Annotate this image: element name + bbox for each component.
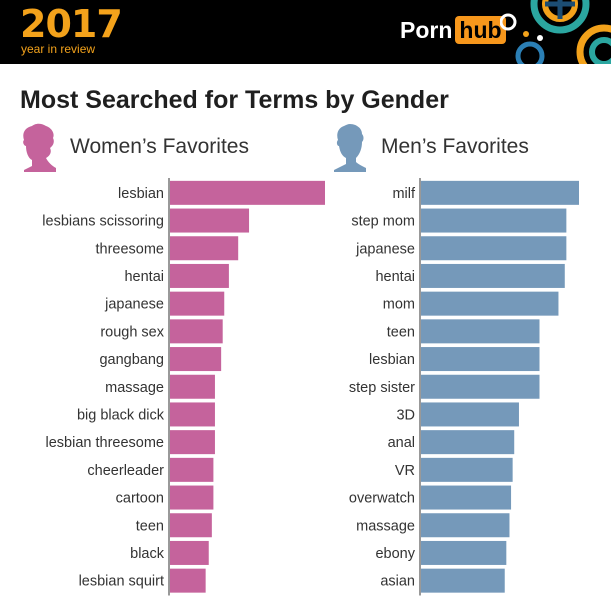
men-bar [421, 568, 505, 593]
year-in-review-label: year in review [21, 42, 96, 56]
women-bar [170, 180, 325, 205]
women-bar [170, 485, 214, 510]
men-bar [421, 513, 510, 538]
decorative-circles-icon [500, 0, 611, 64]
men-category-label: japanese [355, 241, 415, 257]
brand-logo-text: Porn [400, 16, 453, 43]
men-bar [421, 319, 540, 344]
year-label: 2017 [20, 2, 123, 46]
women-bar [170, 568, 206, 593]
men-bar [421, 402, 519, 427]
men-category-label: lesbian [369, 352, 415, 368]
men-bar [421, 208, 567, 233]
men-bar [421, 263, 565, 288]
brand-logo: Porn hub [400, 16, 506, 44]
women-panel-title: Women’s Favorites [70, 135, 249, 158]
men-bar [421, 374, 540, 399]
women-category-label: big black dick [77, 407, 165, 423]
women-category-label: rough sex [100, 324, 164, 340]
women-bar [170, 263, 229, 288]
men-bar [421, 485, 512, 510]
brand-logo-badge: hub [455, 16, 506, 44]
women-bar [170, 513, 212, 538]
women-category-label: lesbian threesome [46, 435, 165, 451]
women-bar [170, 236, 239, 261]
men-category-label: hentai [375, 269, 415, 285]
women-bar [170, 319, 223, 344]
men-bar [421, 236, 567, 261]
page-title: Most Searched for Terms by Gender [20, 86, 449, 114]
men-category-label: step sister [349, 380, 415, 396]
men-category-label: teen [387, 324, 415, 340]
men-category-label: VR [395, 463, 415, 479]
women-category-label: threesome [95, 241, 164, 257]
men-panel-title: Men’s Favorites [381, 135, 529, 158]
men-category-label: step mom [351, 214, 415, 230]
women-bar [170, 540, 209, 565]
women-category-label: cheerleader [87, 463, 164, 479]
women-category-label: teen [136, 518, 164, 534]
women-category-label: lesbians scissoring [42, 214, 164, 230]
women-category-label: lesbian [118, 186, 164, 202]
women-bar [170, 374, 215, 399]
women-bar [170, 347, 222, 372]
men-category-label: mom [383, 297, 415, 313]
men-bar [421, 457, 513, 482]
women-category-label: cartoon [116, 491, 164, 507]
men-bar [421, 180, 579, 205]
men-category-label: asian [380, 574, 415, 590]
women-bar [170, 457, 214, 482]
men-category-label: milf [392, 186, 416, 202]
men-category-label: anal [388, 435, 415, 451]
men-category-label: ebony [375, 546, 415, 562]
women-bar [170, 291, 225, 316]
women-category-label: japanese [104, 297, 164, 313]
man-silhouette-icon [334, 124, 366, 172]
women-category-label: massage [105, 380, 164, 396]
men-bar [421, 430, 515, 455]
men-bar [421, 291, 559, 316]
header-banner: 2017 year in review Porn hub [0, 0, 611, 64]
women-category-label: gangbang [99, 352, 164, 368]
men-category-label: 3D [396, 407, 415, 423]
men-bar [421, 347, 540, 372]
men-category-label: overwatch [349, 491, 415, 507]
women-bar [170, 430, 215, 455]
women-bar [170, 208, 250, 233]
women-bar [170, 402, 215, 427]
men-category-label: massage [356, 518, 415, 534]
women-category-label: hentai [124, 269, 164, 285]
men-bar [421, 540, 507, 565]
women-category-label: lesbian squirt [79, 574, 164, 590]
woman-silhouette-icon [23, 123, 56, 172]
women-category-label: black [130, 546, 165, 562]
